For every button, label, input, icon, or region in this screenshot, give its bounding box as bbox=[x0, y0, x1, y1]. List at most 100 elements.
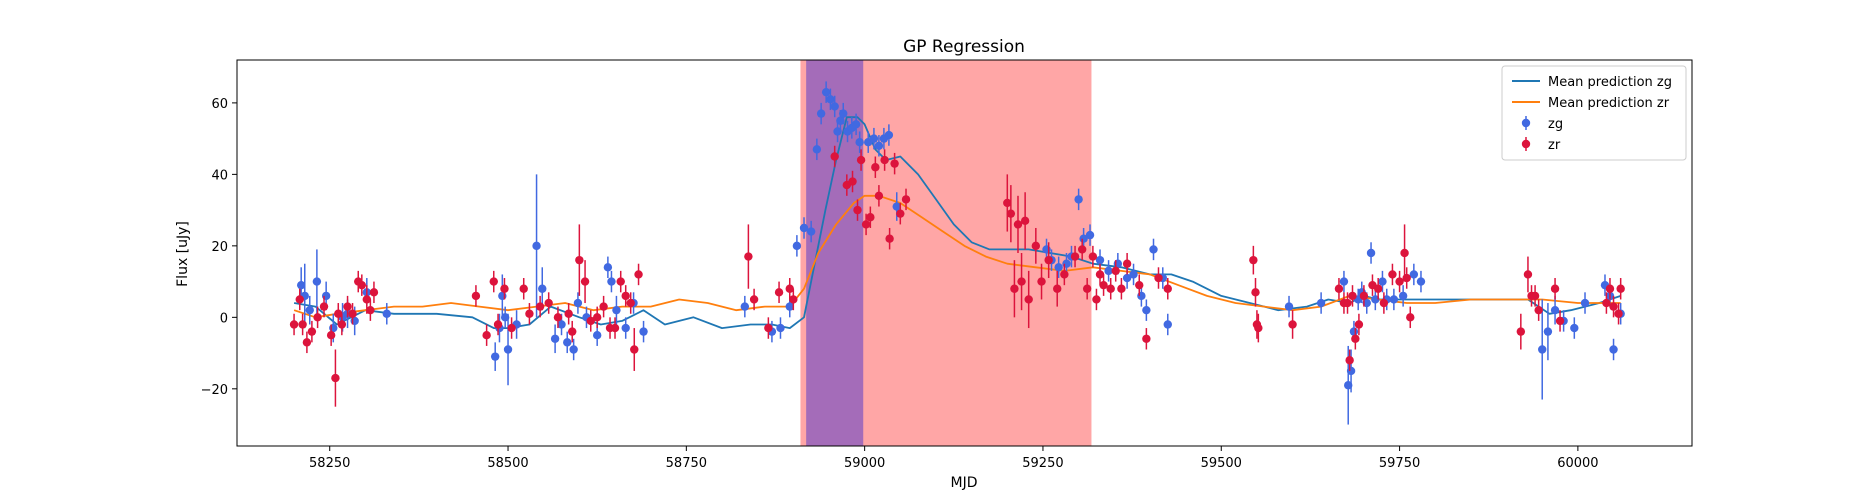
point-zr bbox=[1013, 195, 1023, 253]
point-zr bbox=[1343, 292, 1352, 314]
point-zr bbox=[331, 349, 340, 407]
point-zr bbox=[1163, 278, 1172, 300]
point-zg bbox=[1142, 299, 1151, 321]
point-zr bbox=[890, 152, 899, 175]
data-marker bbox=[557, 320, 566, 329]
point-zr bbox=[785, 278, 794, 300]
data-marker bbox=[544, 298, 553, 308]
x-tick-label: 58250 bbox=[309, 456, 350, 471]
data-marker bbox=[362, 295, 372, 304]
data-marker bbox=[1555, 316, 1565, 326]
x-tick-label: 59750 bbox=[1379, 456, 1420, 471]
legend-item-zg: zg bbox=[1521, 116, 1563, 132]
data-marker bbox=[471, 291, 481, 301]
point-zg bbox=[1378, 270, 1387, 293]
data-marker bbox=[599, 302, 608, 311]
point-zr bbox=[319, 295, 329, 318]
data-marker bbox=[1516, 327, 1526, 336]
point-zr bbox=[471, 285, 481, 307]
point-zg bbox=[1371, 288, 1380, 311]
point-zr bbox=[1106, 278, 1115, 300]
point-zg bbox=[1316, 292, 1326, 314]
point-zg bbox=[532, 174, 541, 318]
data-marker bbox=[890, 159, 899, 168]
point-zr bbox=[343, 295, 352, 318]
data-points bbox=[289, 81, 1625, 425]
point-zr bbox=[1354, 313, 1364, 336]
point-zr bbox=[493, 313, 503, 336]
y-axis-ticks: −20 0 20 40 60 bbox=[201, 97, 237, 398]
point-zr bbox=[1017, 253, 1026, 311]
data-marker bbox=[839, 109, 848, 118]
data-marker bbox=[1605, 284, 1615, 293]
data-marker bbox=[498, 291, 507, 301]
legend-label: Mean prediction zr bbox=[1548, 96, 1670, 111]
data-marker bbox=[535, 302, 545, 311]
point-zg bbox=[382, 303, 391, 325]
point-zr bbox=[885, 227, 894, 250]
data-marker bbox=[1379, 298, 1389, 308]
data-marker bbox=[1154, 273, 1163, 283]
data-marker bbox=[1044, 255, 1053, 265]
data-marker bbox=[607, 277, 616, 286]
point-zr bbox=[1122, 253, 1132, 275]
data-marker bbox=[1416, 277, 1426, 286]
point-zr bbox=[519, 278, 528, 300]
data-marker bbox=[348, 309, 357, 318]
data-marker bbox=[621, 291, 630, 301]
x-tick-label: 60000 bbox=[1557, 456, 1598, 471]
data-marker bbox=[493, 320, 503, 329]
data-marker bbox=[1373, 284, 1383, 293]
point-zg bbox=[639, 320, 648, 343]
point-zr bbox=[1037, 263, 1046, 300]
data-marker bbox=[740, 302, 750, 311]
point-zr bbox=[1395, 270, 1404, 293]
point-zr bbox=[1348, 285, 1357, 307]
data-marker bbox=[1349, 327, 1359, 336]
data-marker bbox=[901, 195, 911, 204]
point-zg bbox=[1085, 224, 1095, 246]
legend-label: zr bbox=[1548, 138, 1561, 153]
point-zr bbox=[289, 313, 299, 336]
point-zr bbox=[1095, 263, 1105, 286]
data-marker bbox=[1359, 291, 1369, 301]
data-marker bbox=[612, 305, 621, 315]
point-zr bbox=[1070, 245, 1080, 268]
data-marker bbox=[1077, 245, 1087, 254]
point-zg bbox=[305, 295, 314, 325]
data-marker bbox=[382, 309, 391, 318]
series-zg bbox=[296, 81, 1625, 425]
data-marker bbox=[1060, 270, 1069, 279]
point-zg bbox=[740, 295, 750, 318]
y-axis-label: Flux [uJy] bbox=[175, 221, 191, 287]
data-marker bbox=[357, 280, 367, 290]
data-marker bbox=[1062, 259, 1071, 268]
point-zr bbox=[599, 295, 608, 318]
data-marker bbox=[500, 284, 509, 293]
data-marker bbox=[563, 338, 572, 347]
point-zr bbox=[348, 303, 357, 325]
data-marker bbox=[892, 202, 901, 211]
point-zr bbox=[1406, 306, 1415, 329]
data-marker bbox=[580, 277, 590, 286]
point-zg bbox=[1054, 256, 1063, 279]
data-marker bbox=[296, 280, 306, 290]
data-marker bbox=[866, 213, 875, 222]
point-zr bbox=[1523, 256, 1533, 293]
data-marker bbox=[816, 109, 826, 118]
data-marker bbox=[826, 95, 835, 104]
legend-label: zg bbox=[1548, 117, 1563, 132]
data-marker bbox=[806, 227, 816, 236]
point-zr bbox=[1516, 313, 1526, 350]
point-zr bbox=[544, 292, 553, 314]
point-zr bbox=[1251, 278, 1260, 307]
data-marker bbox=[575, 255, 584, 265]
data-marker bbox=[507, 323, 516, 333]
data-marker bbox=[1406, 313, 1415, 322]
data-marker bbox=[1366, 248, 1376, 258]
point-zr bbox=[1550, 278, 1560, 300]
data-marker bbox=[1129, 270, 1138, 279]
data-marker bbox=[1354, 320, 1364, 329]
point-zr bbox=[525, 303, 534, 325]
data-marker bbox=[776, 323, 785, 333]
